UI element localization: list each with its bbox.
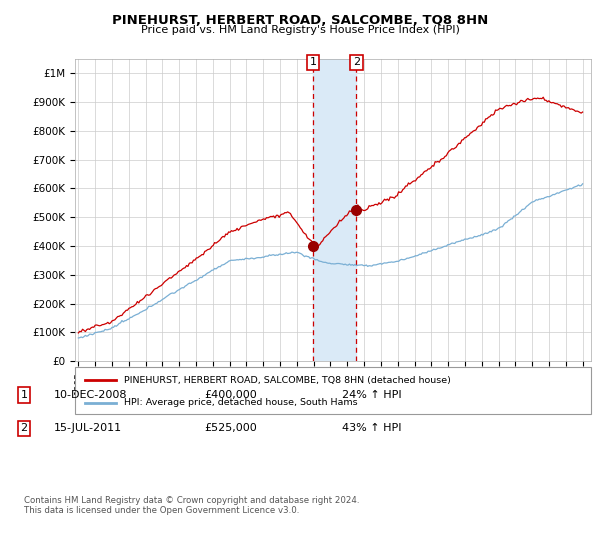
FancyBboxPatch shape	[75, 367, 591, 414]
Text: 10-DEC-2008: 10-DEC-2008	[54, 390, 128, 400]
Text: £400,000: £400,000	[204, 390, 257, 400]
Text: 43% ↑ HPI: 43% ↑ HPI	[342, 423, 401, 433]
Text: 2: 2	[353, 58, 360, 67]
Text: HPI: Average price, detached house, South Hams: HPI: Average price, detached house, Sout…	[124, 398, 358, 407]
Text: Contains HM Land Registry data © Crown copyright and database right 2024.
This d: Contains HM Land Registry data © Crown c…	[24, 496, 359, 515]
Bar	[313, 59, 356, 361]
Text: 2: 2	[20, 423, 28, 433]
Text: 1: 1	[310, 58, 316, 67]
Text: 24% ↑ HPI: 24% ↑ HPI	[342, 390, 401, 400]
Text: 15-JUL-2011: 15-JUL-2011	[54, 423, 122, 433]
Text: 1: 1	[20, 390, 28, 400]
Text: £525,000: £525,000	[204, 423, 257, 433]
Text: PINEHURST, HERBERT ROAD, SALCOMBE, TQ8 8HN (detached house): PINEHURST, HERBERT ROAD, SALCOMBE, TQ8 8…	[124, 376, 451, 385]
Text: PINEHURST, HERBERT ROAD, SALCOMBE, TQ8 8HN: PINEHURST, HERBERT ROAD, SALCOMBE, TQ8 8…	[112, 14, 488, 27]
Text: Price paid vs. HM Land Registry's House Price Index (HPI): Price paid vs. HM Land Registry's House …	[140, 25, 460, 35]
